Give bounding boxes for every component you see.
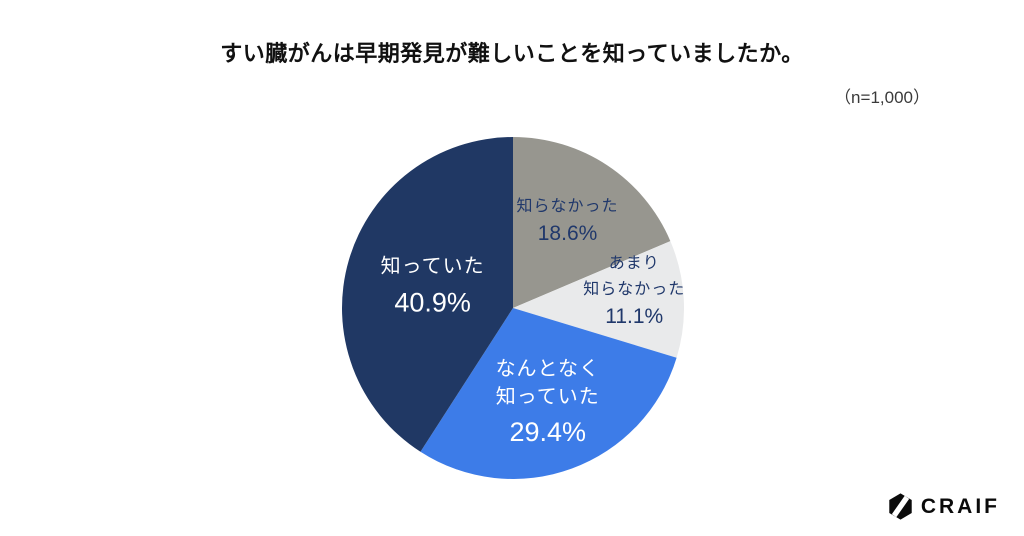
pie-slice-percent: 40.9%: [394, 287, 471, 318]
pie-slice-name: 知っていた: [495, 386, 600, 409]
pie-slice-label-1: 知らなかった 18.6%: [517, 194, 619, 248]
pie-chart-svg: [342, 137, 684, 479]
pie-slice-name: あまり: [608, 254, 660, 272]
pie-slice-percent: 11.1%: [605, 305, 664, 329]
sample-size-label: （n=1,000）: [834, 88, 930, 107]
pie-slice-4: [342, 137, 513, 452]
pie-slice-3: [420, 308, 677, 479]
brand-name: CRAIF: [920, 494, 1000, 518]
pie-slice-label-2: あまり知らなかった 11.1%: [583, 251, 685, 331]
pie-slice-name: 知らなかった: [583, 280, 686, 298]
pie-chart: [342, 137, 684, 479]
pie-slice-percent: 29.4%: [509, 417, 587, 448]
pie-slice-name: なんとなく: [495, 357, 600, 380]
chart-title: すい臓がんは早期発見が難しいことを知っていましたか。: [220, 41, 804, 66]
pie-slice-2: [513, 241, 684, 358]
pie-slice-name: 知らなかった: [516, 198, 619, 216]
brand-logo: CRAIF: [888, 493, 1000, 520]
pie-slice-1: [513, 137, 671, 308]
pie-slice-percent: 18.6%: [537, 222, 598, 246]
pie-slice-label-3: なんとなく知っていた 29.4%: [496, 355, 600, 451]
craif-hexagon-icon: [888, 493, 913, 520]
pie-slice-label-4: 知っていた 40.9%: [381, 253, 485, 320]
pie-slice-name: 知っていた: [380, 255, 485, 278]
